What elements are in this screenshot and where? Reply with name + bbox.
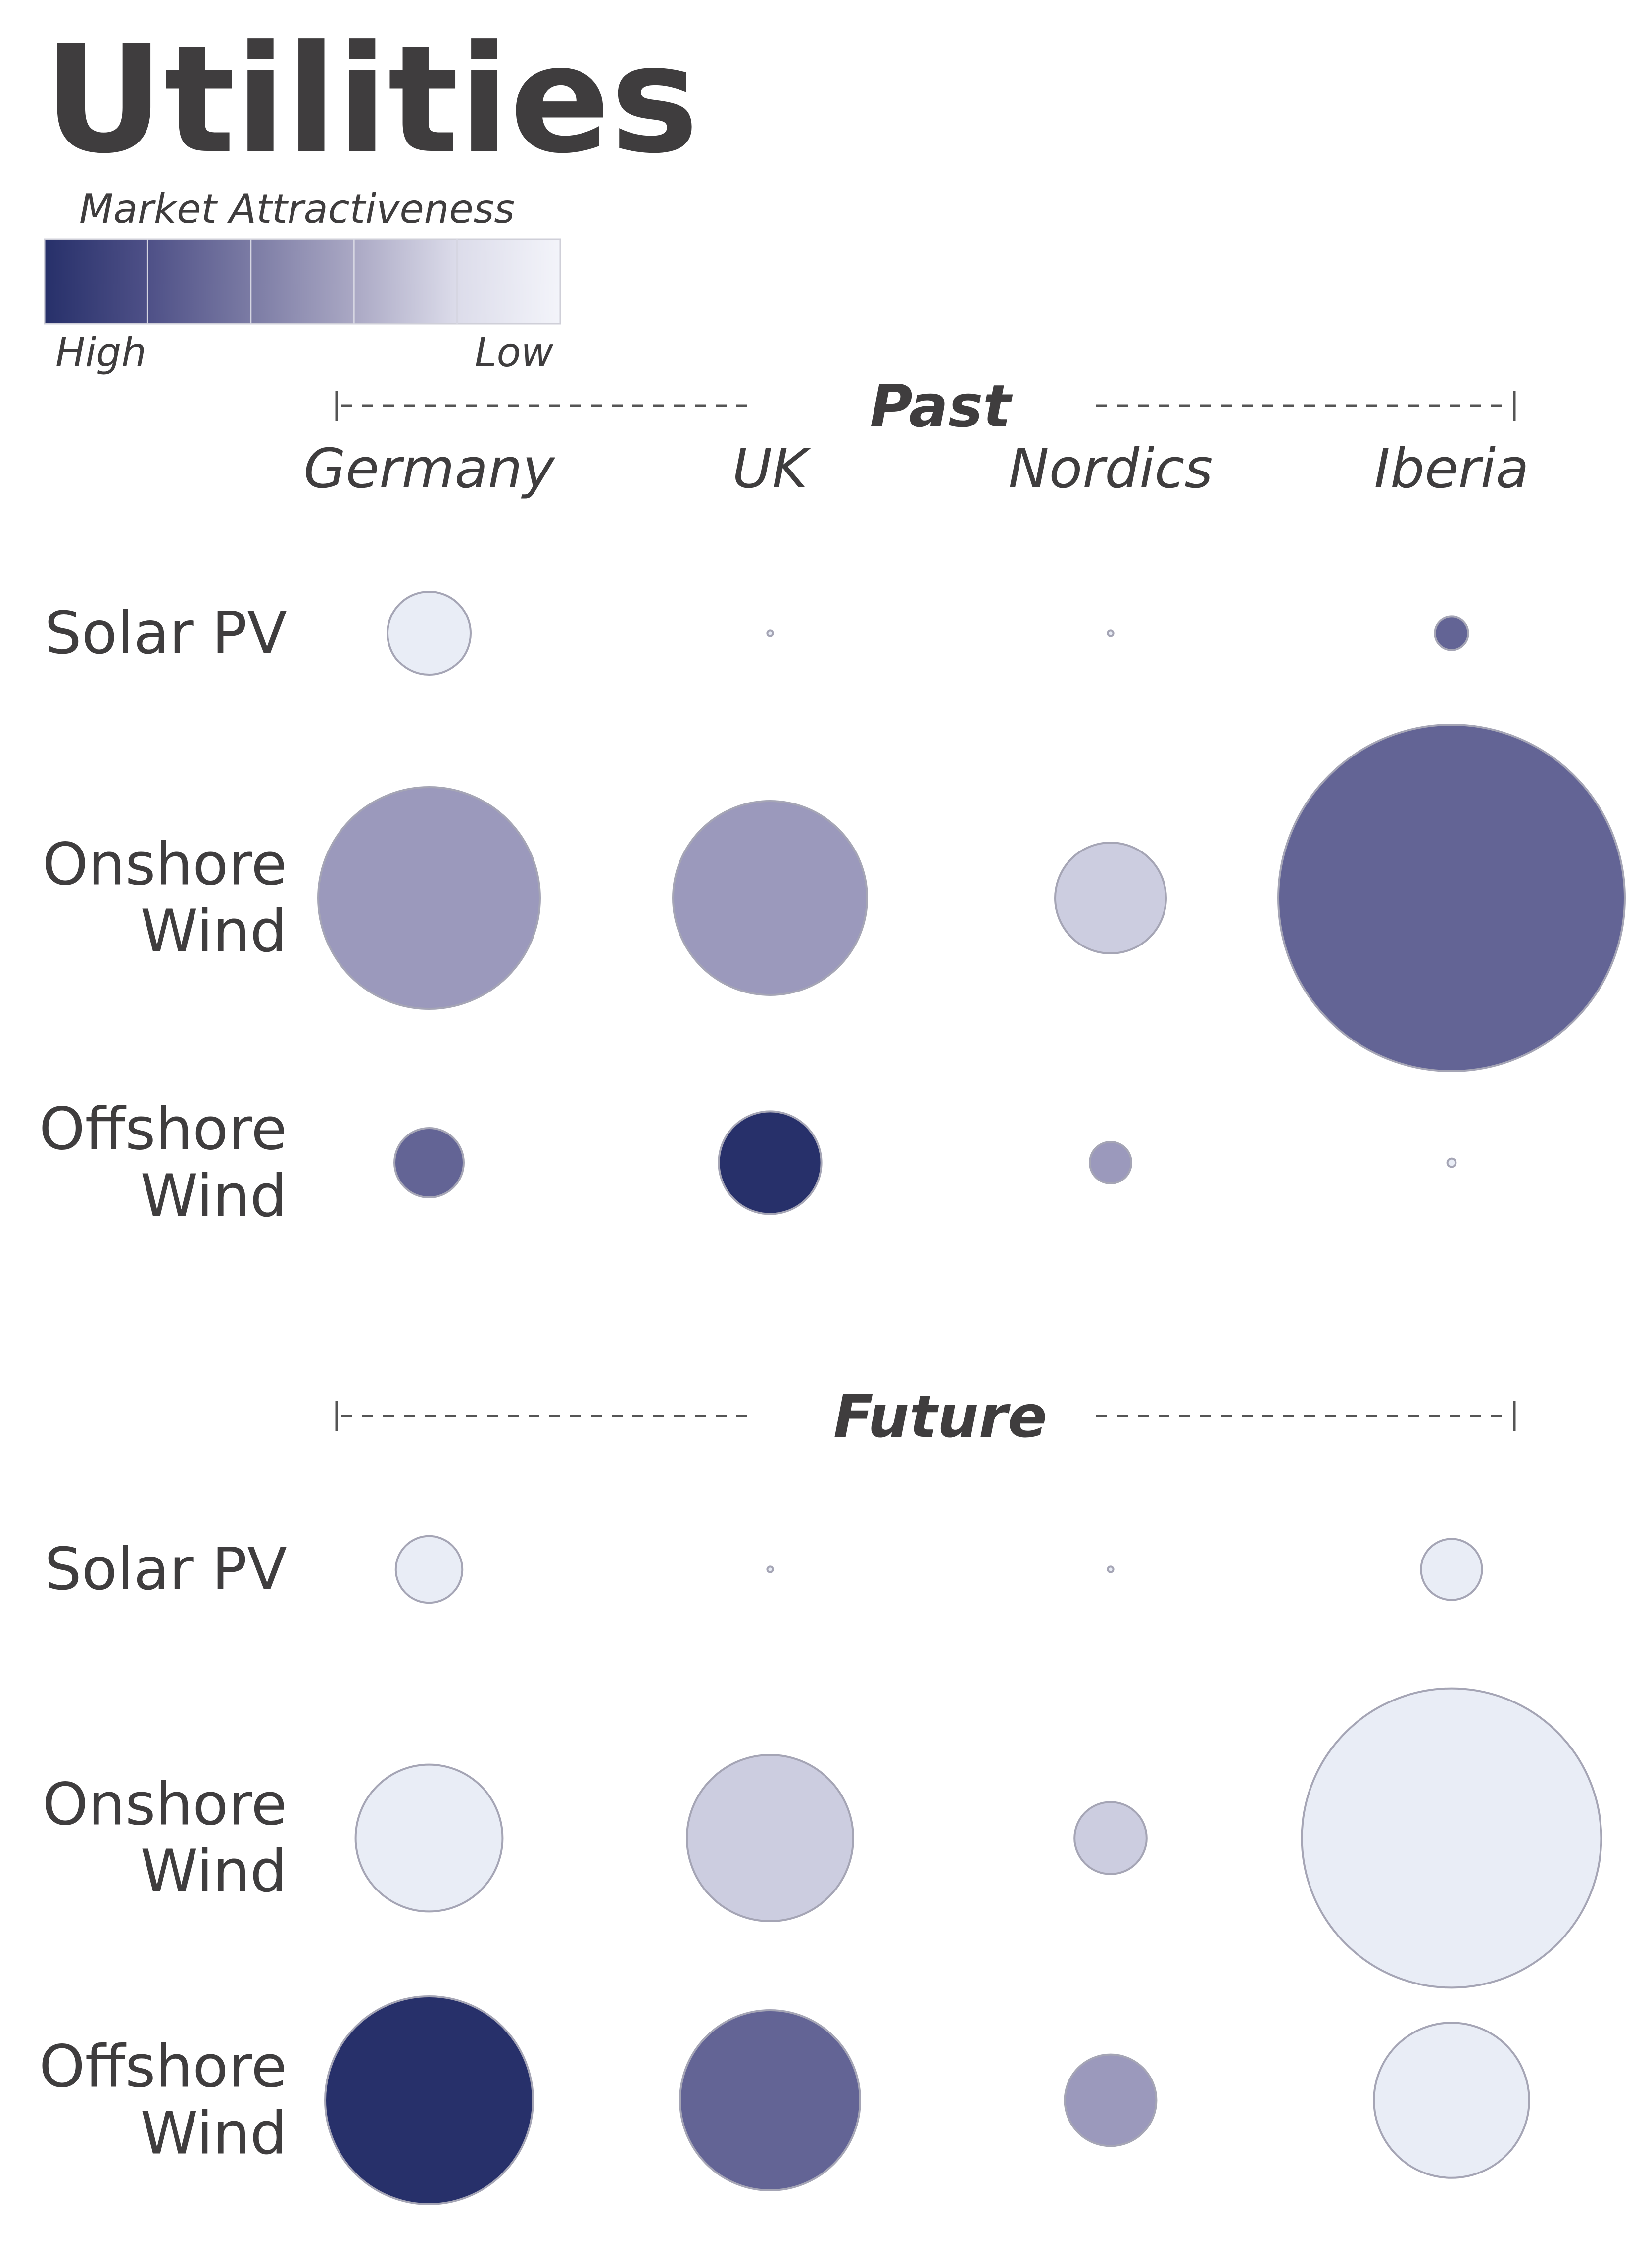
legend-gradient-bar <box>44 238 561 325</box>
bubble-future-solar-germany <box>394 1535 464 1604</box>
period-label: Past <box>870 372 1013 440</box>
country-label-nordics: Nordics <box>1009 437 1213 500</box>
period-label: Future <box>833 1382 1047 1451</box>
row-label-solar: Solar PV <box>45 1535 287 1603</box>
bubble-future-onshore-nordics <box>1073 1801 1148 1875</box>
bubble-future-solar-iberia <box>1420 1538 1483 1601</box>
bubble-past-onshore-germany <box>317 786 541 1010</box>
bubble-future-offshore-nordics <box>1064 2053 1158 2147</box>
row-label-onshore: Onshore Wind <box>42 830 287 965</box>
row-label-offshore: Offshore Wind <box>39 2032 287 2168</box>
periods: Past Germany UK Nordics Iberia Solar PV Onshor… <box>39 372 1626 2205</box>
row-label-onshore: Onshore Wind <box>42 1770 287 1905</box>
legend: Market Attractiveness High Low <box>44 186 561 376</box>
bubble-past-solar-nordics <box>1107 629 1115 637</box>
bubble-past-solar-germany <box>387 591 472 676</box>
country-label-uk: UK <box>732 437 812 500</box>
bubble-past-offshore-uk <box>718 1110 823 1215</box>
bubble-future-onshore-uk <box>686 1754 854 1922</box>
bubble-future-onshore-iberia <box>1301 1687 1602 1989</box>
row-label-offshore: Offshore Wind <box>39 1095 287 1230</box>
bubble-past-offshore-iberia <box>1446 1157 1457 1168</box>
period-future: Future Solar PV Onshore Wind Offshore Wind <box>39 1382 1602 2205</box>
bubble-past-offshore-germany <box>393 1127 465 1198</box>
row-label-solar: Solar PV <box>45 599 287 667</box>
bubble-past-onshore-uk <box>672 800 868 996</box>
legend-dividers <box>146 239 458 324</box>
bubble-future-offshore-iberia <box>1373 2022 1530 2179</box>
legend-low-label: Low <box>475 330 554 376</box>
bubble-past-solar-uk <box>766 629 774 637</box>
legend-high-label: High <box>55 330 146 376</box>
bubble-past-solar-iberia <box>1434 615 1469 651</box>
bubble-past-onshore-iberia <box>1277 724 1626 1072</box>
country-label-iberia: Iberia <box>1374 437 1529 500</box>
bubble-past-onshore-nordics <box>1054 842 1167 954</box>
period-past: Past Germany UK Nordics Iberia Solar PV Onshor… <box>39 372 1626 1230</box>
country-label-germany: Germany <box>303 437 555 500</box>
bubble-future-solar-uk <box>766 1565 774 1573</box>
bubble-future-solar-nordics <box>1107 1565 1115 1573</box>
legend-title: Market Attractiveness <box>79 186 515 232</box>
chart-title: Utilities <box>44 13 699 186</box>
bubble-future-offshore-uk <box>679 2009 861 2191</box>
bubble-future-onshore-germany <box>354 1763 504 1913</box>
bubble-future-offshore-germany <box>324 1995 534 2205</box>
bubble-past-offshore-nordics <box>1089 1141 1132 1184</box>
